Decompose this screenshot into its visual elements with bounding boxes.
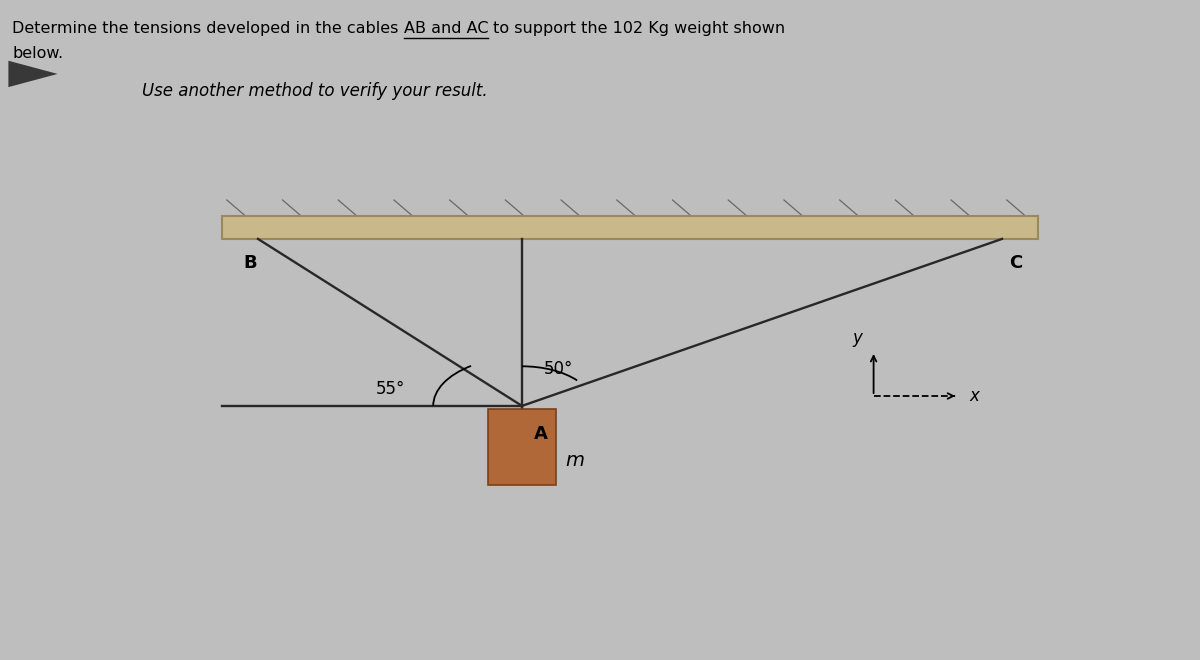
Text: Use another method to verify your result.: Use another method to verify your result… (142, 82, 487, 100)
Text: A: A (534, 425, 548, 443)
Bar (488, 409, 556, 485)
Text: m: m (565, 451, 584, 470)
Polygon shape (8, 61, 58, 87)
Text: 55°: 55° (376, 380, 404, 398)
Text: below.: below. (12, 46, 64, 61)
Text: B: B (244, 254, 257, 272)
Text: to support the 102 Kg weight shown: to support the 102 Kg weight shown (488, 21, 785, 36)
Text: C: C (1009, 254, 1022, 272)
Text: Determine the tensions developed in the cables: Determine the tensions developed in the … (12, 21, 403, 36)
Text: y: y (852, 329, 862, 347)
Bar (222, 216, 1038, 239)
Text: AB and AC: AB and AC (403, 21, 488, 36)
Text: x: x (970, 387, 979, 405)
Text: 50°: 50° (544, 360, 572, 378)
